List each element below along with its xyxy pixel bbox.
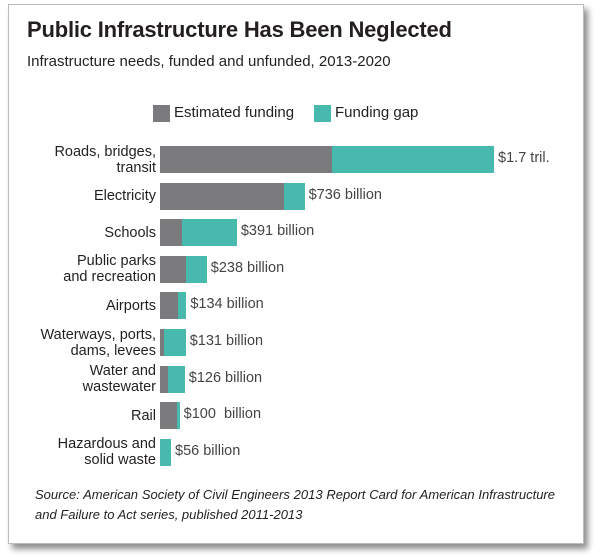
bar-segment [168,365,185,393]
category-label: Schools [104,224,156,241]
chart: Public Infrastructure Has Been Neglected… [8,4,584,544]
bar-segment [182,219,237,247]
total-label: $1.7 tril. [498,150,550,166]
bar-segment [331,146,495,173]
legend-label: Estimated funding [174,104,295,121]
chart-subtitle: Infrastructure needs, funded and unfunde… [27,53,391,70]
legend-swatch [314,105,331,122]
total-label: $131 billion [189,333,264,349]
source-note: Source: American Society of Civil Engine… [35,487,555,522]
total-label: $126 billion [188,369,263,386]
bar-segment [160,255,187,283]
category-label: Waterways, ports, dams, levees [40,326,157,359]
total-label: $736 billion [308,186,382,203]
total-label: $134 billion [190,296,264,313]
category-label: Public parks and recreation [63,253,156,286]
category-label: Rail [131,407,156,424]
bar-segment [177,402,180,430]
bar-segment [160,329,165,356]
total-label: $238 billion [210,259,285,276]
bar-segment [186,255,207,283]
category-label: Water and wastewater [82,363,156,396]
bar-segment [160,402,178,430]
category-label: Hazardous and solid waste [57,436,156,469]
legend-swatch [153,105,170,122]
bar-segment [164,329,186,356]
bar-segment [160,219,183,247]
bar-segment [160,292,179,320]
legend-label: Funding gap [335,104,419,121]
category-label: Airports [106,297,156,314]
category-label: Electricity [93,188,156,205]
bar-segment [160,182,284,210]
bar-segment [283,182,305,210]
bar-segment [160,146,332,173]
bar-segment [160,438,171,466]
total-label: $100 billion [183,406,262,423]
chart-title: Public Infrastructure Has Been Neglected [27,17,452,42]
total-label: $391 billion [240,223,315,240]
bar-segment [178,292,187,320]
category-label: Roads, bridges, transit [54,143,156,176]
total-label: $56 billion [175,442,241,459]
bar-segment [160,365,169,393]
